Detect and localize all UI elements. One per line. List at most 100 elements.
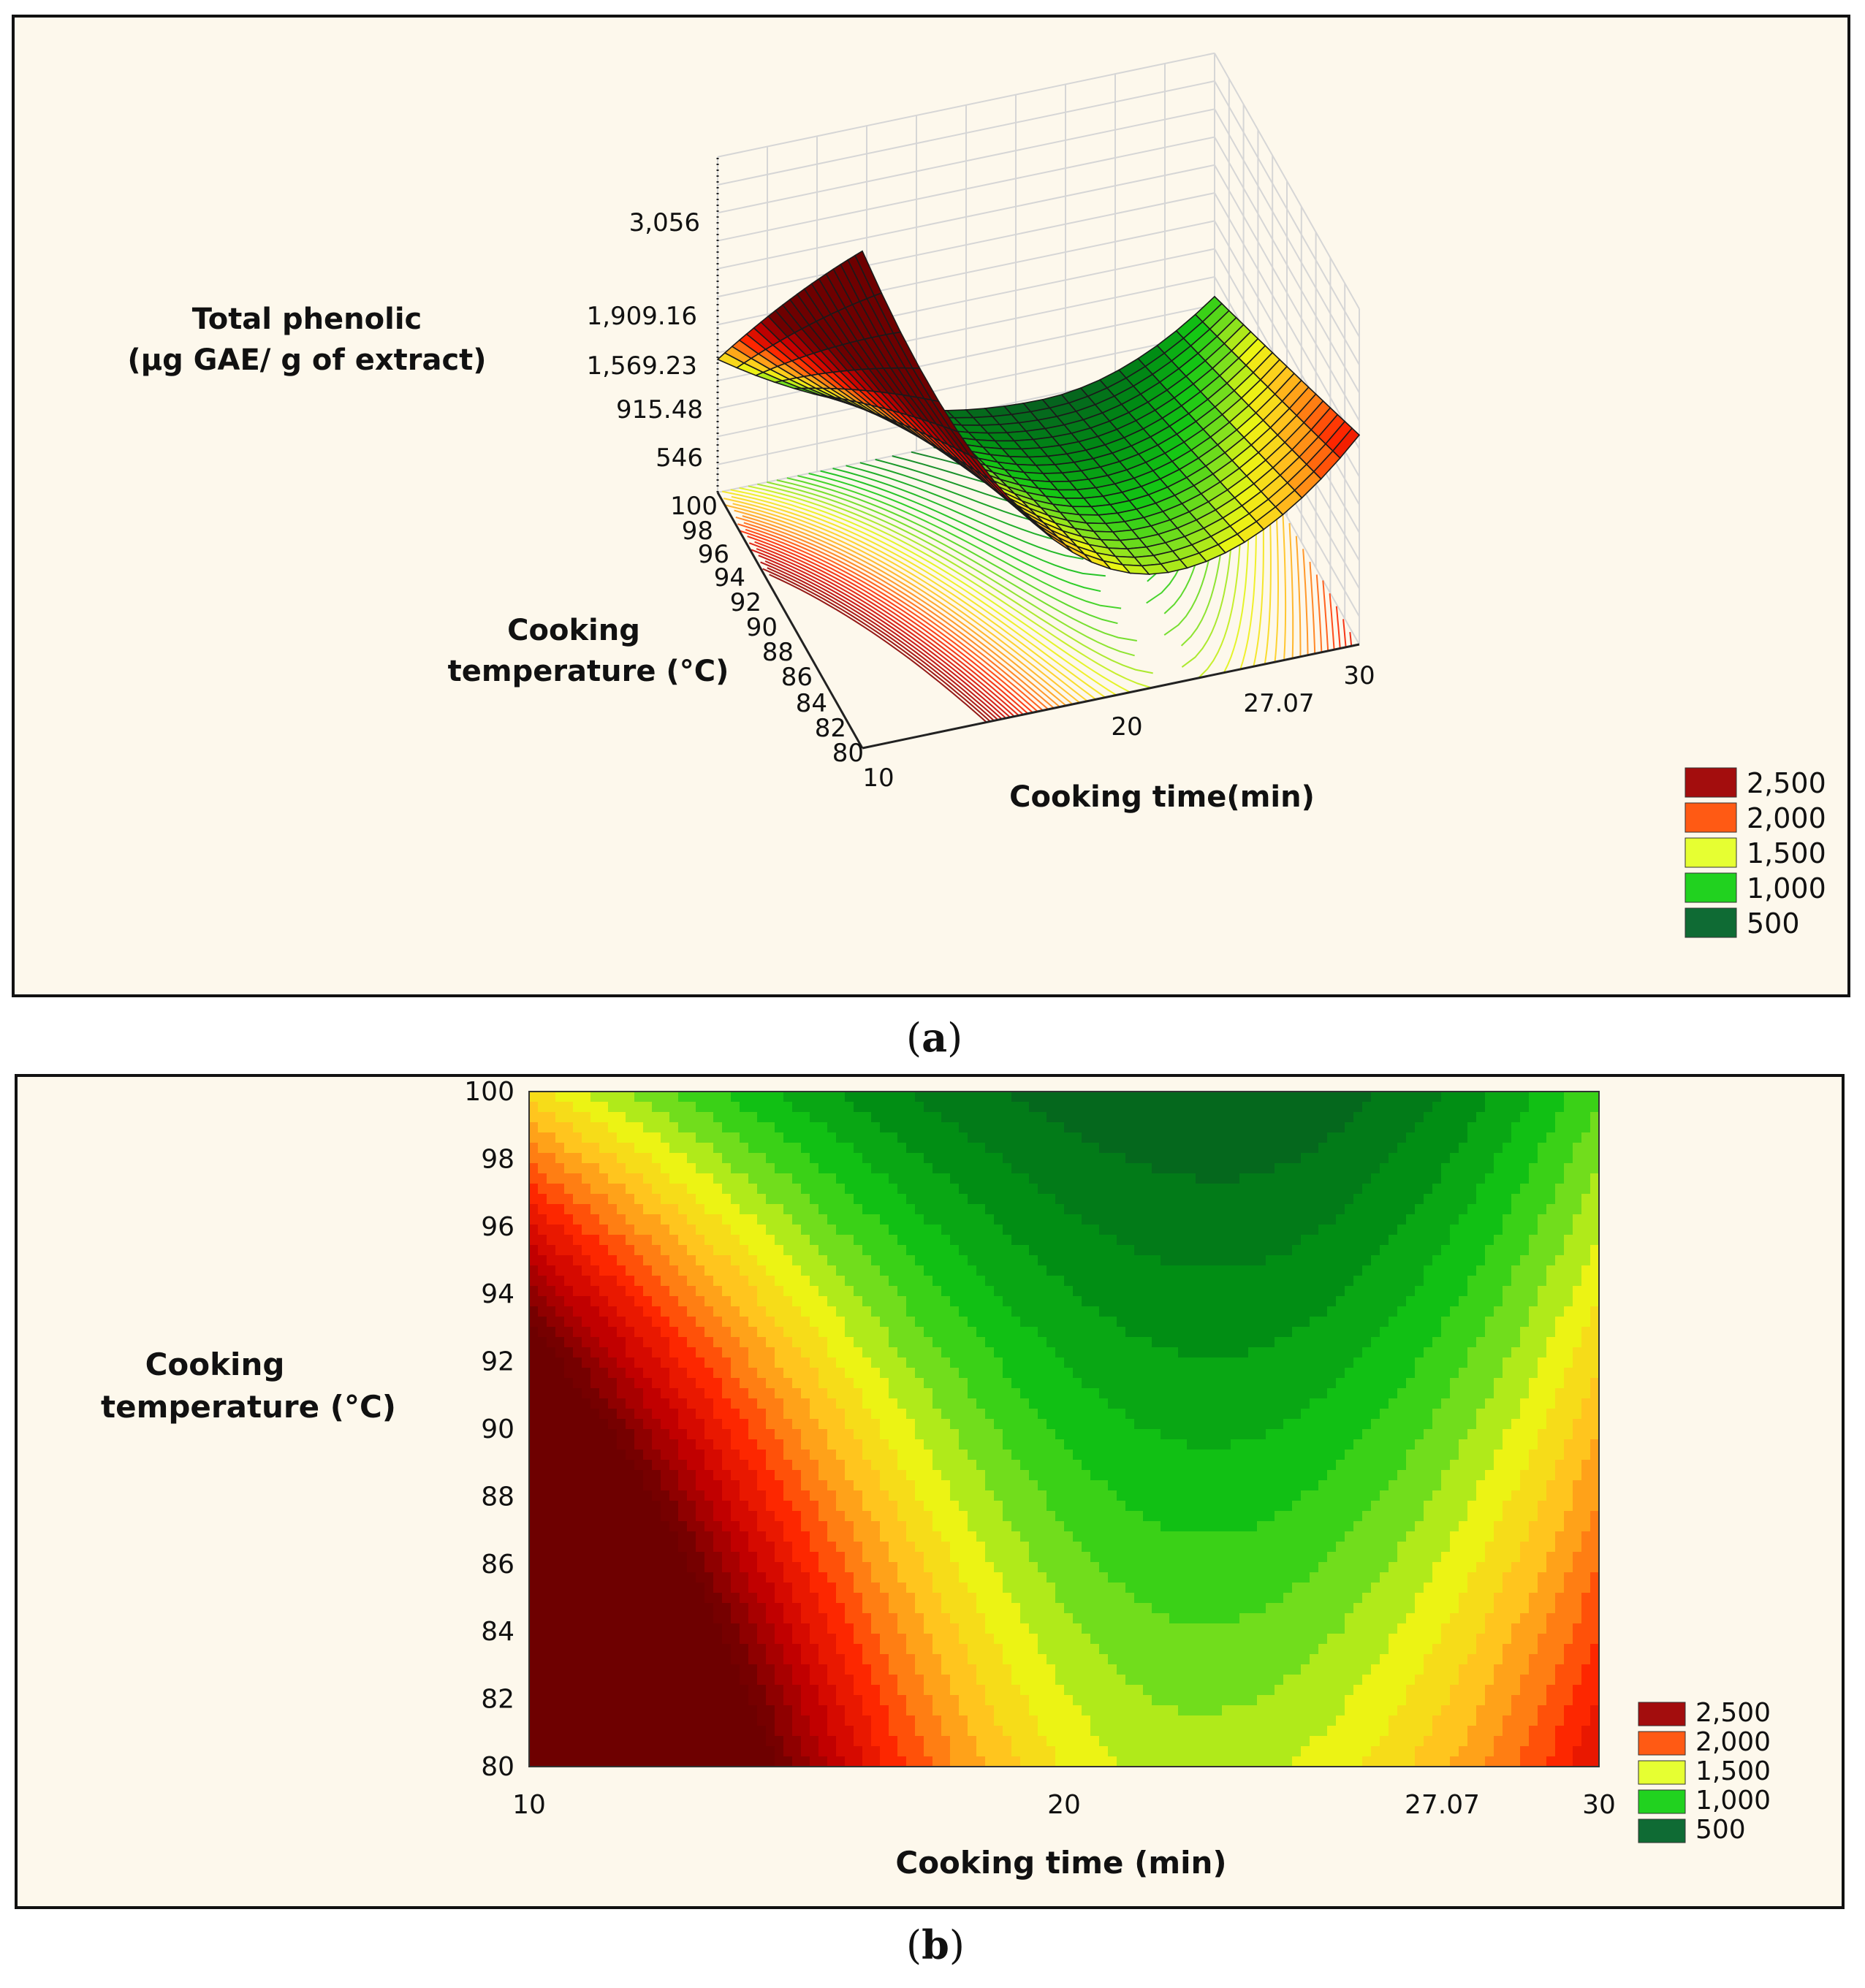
contour-cell xyxy=(1432,1306,1442,1317)
contour-cell xyxy=(1169,1173,1179,1184)
contour-cell xyxy=(1564,1276,1573,1287)
contour-cell xyxy=(1494,1265,1503,1276)
contour-cell xyxy=(959,1122,968,1133)
contour-cell xyxy=(722,1450,732,1460)
contour-cell xyxy=(1424,1317,1433,1328)
contour-cell xyxy=(1555,1296,1565,1307)
contour-cell xyxy=(1397,1143,1407,1154)
contour-cell xyxy=(1020,1296,1030,1307)
contour-cell xyxy=(1555,1235,1565,1246)
contour-cell xyxy=(1108,1194,1117,1205)
contour-cell xyxy=(599,1286,609,1297)
contour-cell xyxy=(1187,1163,1196,1174)
contour-cell xyxy=(1327,1122,1337,1133)
contour-cell xyxy=(1529,1184,1538,1195)
contour-cell xyxy=(1494,1092,1503,1102)
contour-cell xyxy=(985,1214,995,1225)
contour-cell xyxy=(573,1357,582,1368)
contour-cell xyxy=(731,1132,740,1143)
contour-cell xyxy=(634,1296,644,1307)
contour-cell xyxy=(1371,1378,1380,1389)
contour-cell xyxy=(941,1163,951,1174)
contour-cell xyxy=(1073,1245,1082,1256)
contour-cell xyxy=(1047,1347,1056,1358)
contour-cell xyxy=(1169,1214,1179,1225)
contour-cell xyxy=(1362,1214,1372,1225)
contour-cell xyxy=(1415,1357,1424,1368)
contour-cell xyxy=(617,1132,626,1143)
contour-cell xyxy=(985,1153,995,1164)
contour-cell xyxy=(1231,1092,1240,1102)
contour-cell xyxy=(950,1296,960,1307)
contour-cell xyxy=(1301,1143,1310,1154)
contour-cell xyxy=(1485,1163,1494,1174)
contour-cell xyxy=(827,1092,837,1102)
contour-cell xyxy=(1327,1306,1337,1317)
contour-cell xyxy=(696,1439,705,1450)
contour-cell xyxy=(880,1214,889,1225)
contour-cell xyxy=(871,1122,881,1133)
contour-cell xyxy=(1134,1245,1144,1256)
contour-cell xyxy=(880,1225,889,1235)
contour-cell xyxy=(1029,1194,1038,1205)
contour-cell xyxy=(1467,1214,1477,1225)
contour-cell xyxy=(1476,1378,1486,1389)
grid-line xyxy=(717,108,1215,214)
contour-cell xyxy=(1108,1327,1117,1338)
contour-cell xyxy=(1222,1398,1231,1409)
contour-cell xyxy=(924,1306,933,1317)
contour-cell xyxy=(1494,1429,1503,1440)
contour-cell xyxy=(880,1276,889,1287)
contour-cell xyxy=(1204,1194,1214,1205)
contour-cell xyxy=(678,1378,688,1389)
contour-cell xyxy=(1406,1286,1416,1297)
contour-cell xyxy=(1169,1235,1179,1246)
contour-cell xyxy=(1318,1398,1328,1409)
contour-cell xyxy=(696,1245,705,1256)
contour-cell xyxy=(915,1306,924,1317)
contour-cell xyxy=(968,1245,977,1256)
contour-cell xyxy=(932,1225,942,1235)
contour-cell xyxy=(1073,1378,1082,1389)
contour-cell xyxy=(1362,1378,1372,1389)
contour-cell xyxy=(1003,1357,1012,1368)
contour-cell xyxy=(1546,1112,1556,1123)
contour-cell xyxy=(748,1132,758,1143)
contour-cell xyxy=(1283,1132,1293,1143)
legend-label: 2,000 xyxy=(1747,802,1826,834)
contour-cell xyxy=(1161,1398,1170,1409)
contour-cell xyxy=(1529,1112,1538,1123)
contour-cell xyxy=(1301,1122,1310,1133)
contour-cell xyxy=(555,1132,565,1143)
contour-cell xyxy=(1327,1276,1337,1287)
contour-cell xyxy=(1011,1286,1021,1297)
contour-cell xyxy=(731,1173,740,1184)
contour-cell xyxy=(590,1204,600,1215)
contour-cell xyxy=(1511,1378,1521,1389)
contour-cell xyxy=(1055,1143,1065,1154)
contour-cell xyxy=(818,1102,828,1113)
contour-cell xyxy=(1529,1378,1538,1389)
contour-cell xyxy=(1538,1143,1547,1154)
contour-cell xyxy=(968,1214,977,1225)
contour-cell xyxy=(1292,1368,1302,1379)
contour-cell xyxy=(661,1398,670,1409)
contour-cell xyxy=(599,1276,609,1287)
contour-cell xyxy=(1143,1143,1152,1154)
contour-cell xyxy=(1169,1317,1179,1328)
contour-cell xyxy=(1467,1327,1477,1338)
contour-cell xyxy=(985,1245,995,1256)
contour-cell xyxy=(1511,1173,1521,1184)
contour-cell xyxy=(1555,1204,1565,1215)
contour-cell xyxy=(599,1143,609,1154)
contour-cell xyxy=(1134,1184,1144,1195)
contour-cell xyxy=(1283,1276,1293,1287)
contour-cell xyxy=(1362,1112,1372,1123)
contour-cell xyxy=(713,1429,723,1440)
contour-cell xyxy=(1231,1122,1240,1133)
contour-cell xyxy=(1047,1276,1056,1287)
contour-cell xyxy=(634,1173,644,1184)
contour-cell xyxy=(626,1327,635,1338)
contour-cell xyxy=(1134,1398,1144,1409)
contour-cell xyxy=(1432,1378,1442,1389)
